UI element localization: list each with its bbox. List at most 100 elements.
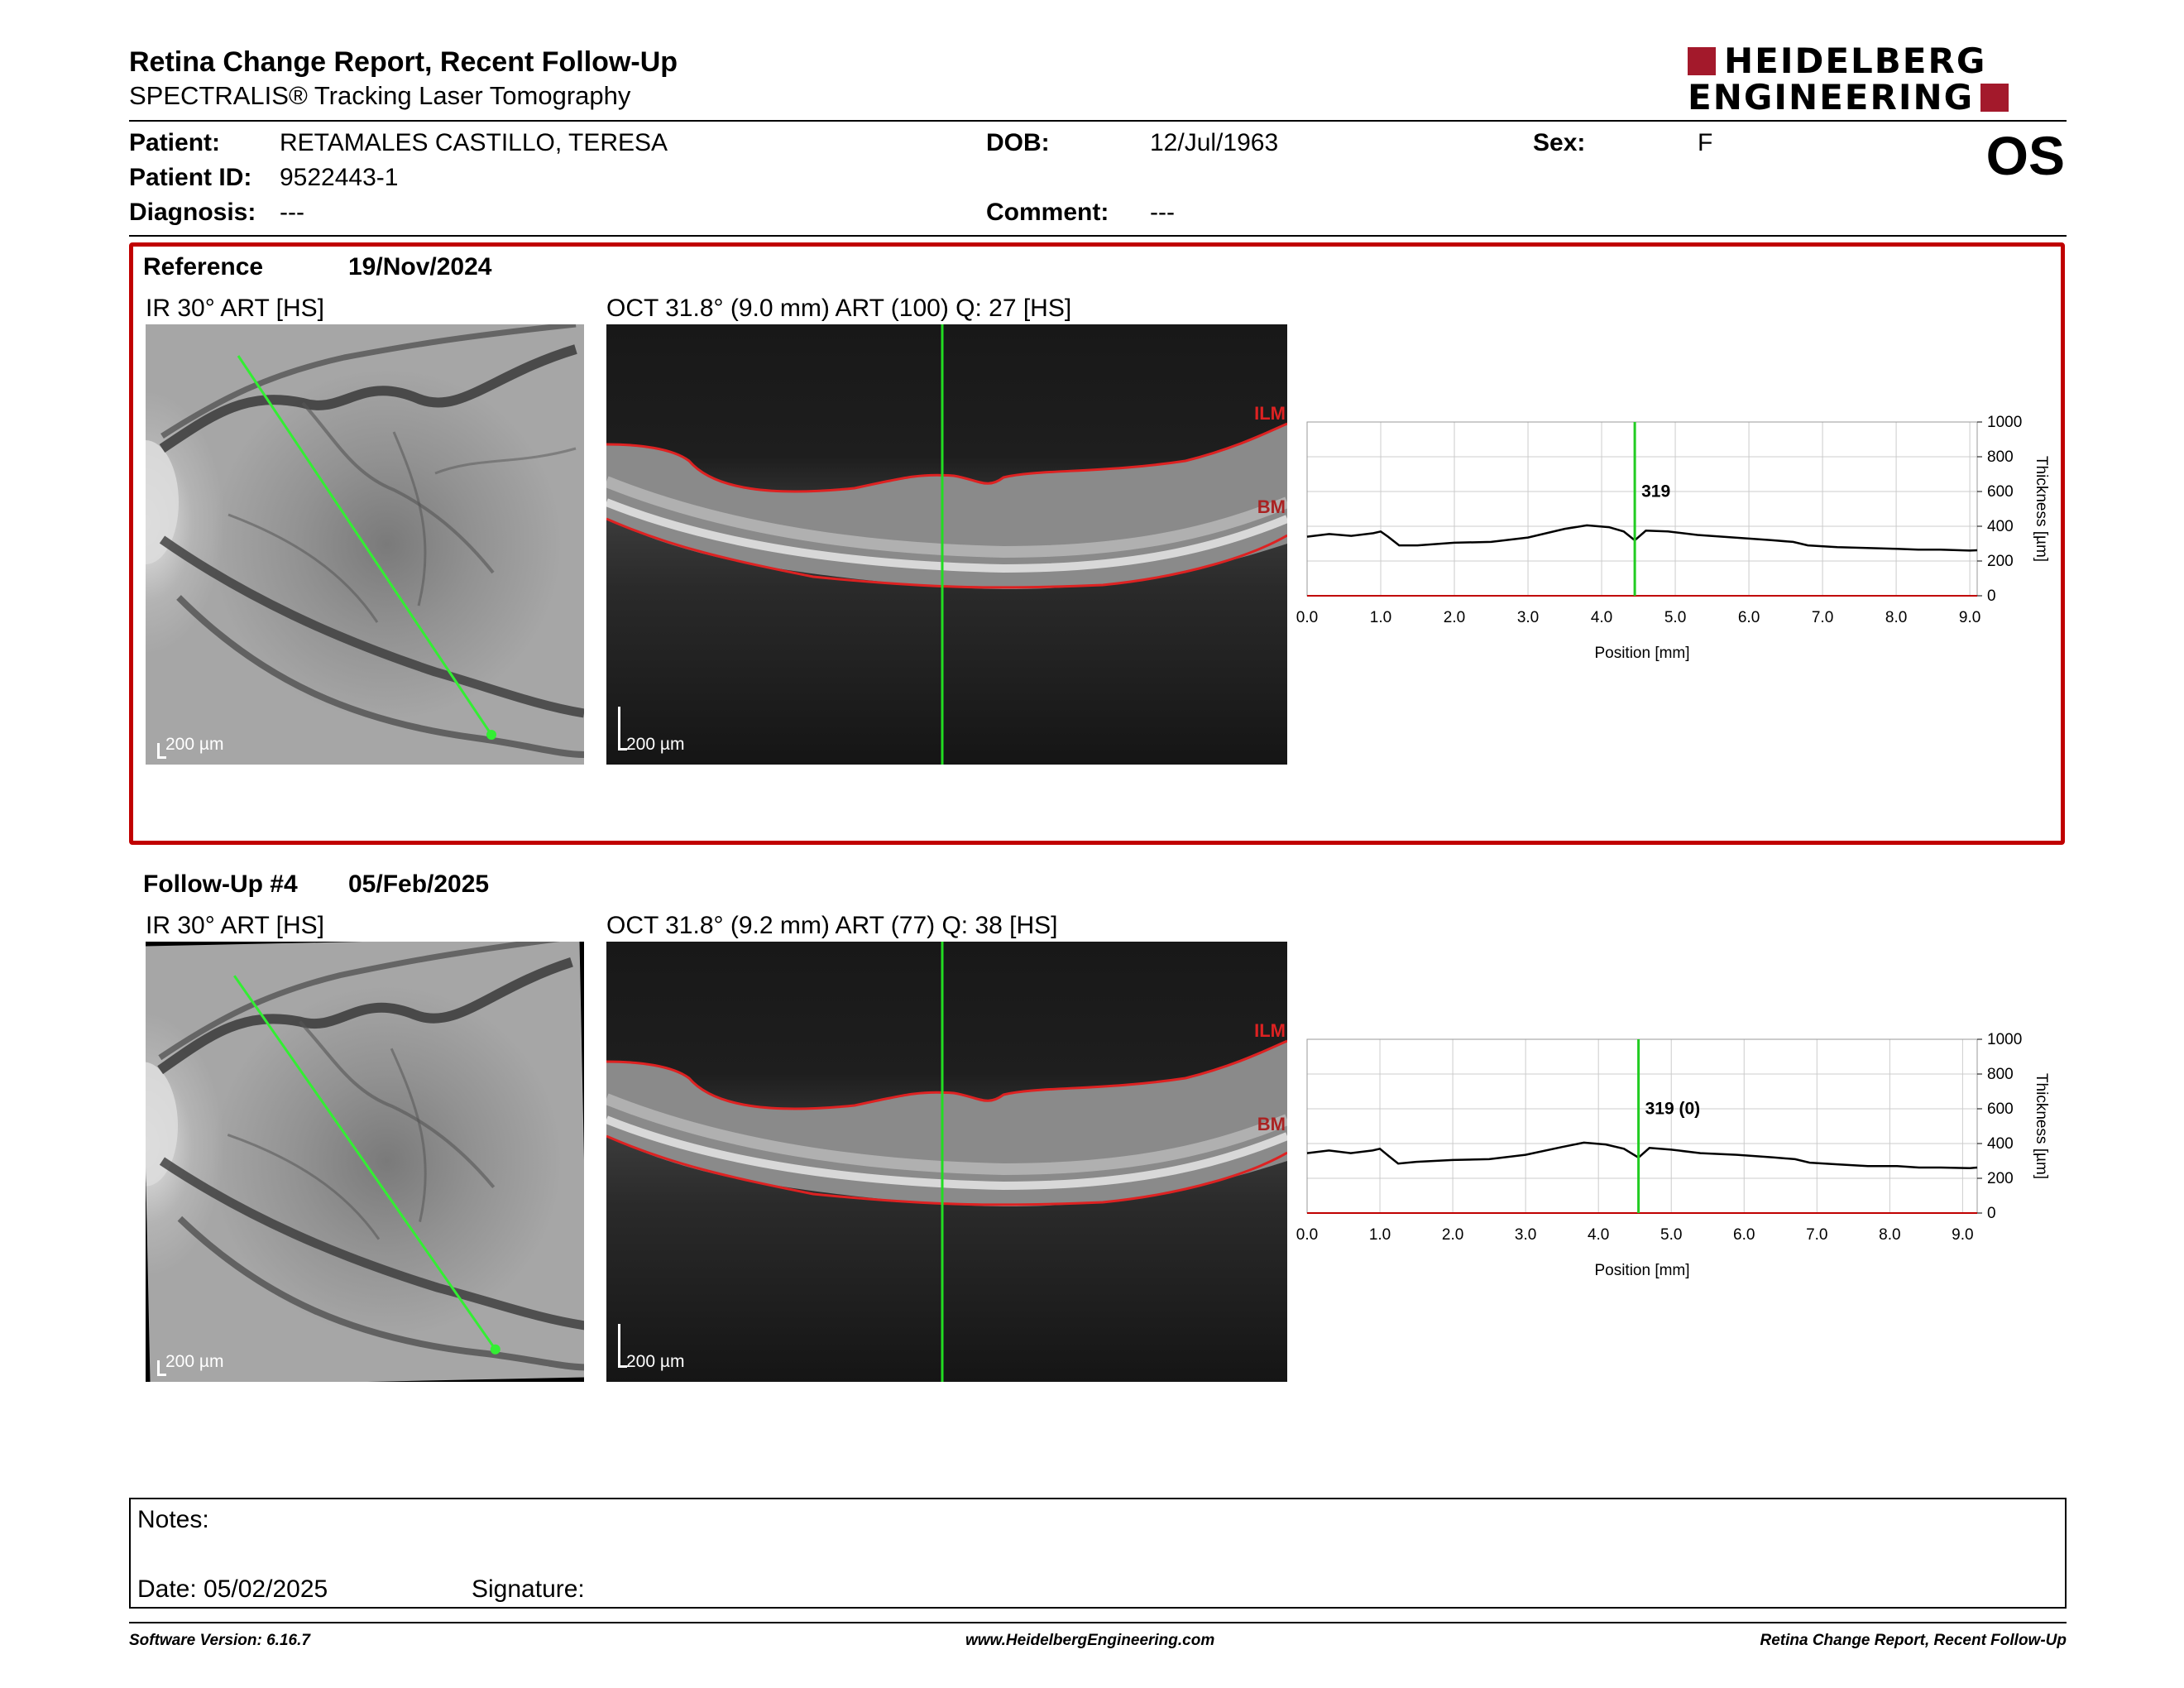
ilm-label: ILM [1254,1020,1286,1041]
scale-label: 200 µm [626,735,685,754]
notes-box: Notes: Date: 05/02/2025 Signature: [129,1498,2067,1609]
x-tick-label: 6.0 [1738,609,1760,626]
reference-date: 19/Nov/2024 [348,253,492,281]
scale-label: 200 µm [165,1352,224,1371]
patient-id: 9522443-1 [280,164,399,191]
ilm-line [606,1039,1287,1110]
fundus-vessels [146,324,584,758]
y-tick-label: 400 [1987,1135,2014,1153]
x-tick-label: 3.0 [1515,1226,1536,1244]
followup-oct-image: ILM BM 200 µm [606,942,1287,1382]
y-tick-label: 1000 [1987,1031,2022,1048]
logo-line2: ENGINEERING [1688,77,1975,117]
report-title: Retina Change Report, Recent Follow-Up [129,46,678,78]
footer-software-version: Software Version: 6.16.7 [129,1632,310,1649]
info-divider [129,235,2067,237]
x-tick-label: 8.0 [1879,1226,1900,1244]
diagnosis-label: Diagnosis: [129,199,256,226]
header-divider [129,120,2067,122]
followup-thickness-chart: 0.0 1.0 2.0 3.0 4.0 5.0 6.0 7.0 8.0 9.0 0 200 400 600… [1296,1031,2050,1279]
reference-panel [129,242,2065,845]
signature-label: Signature: [472,1575,585,1603]
followup-oct-caption: OCT 31.8° (9.2 mm) ART (77) Q: 38 [HS] [606,912,1058,939]
diagnosis-value: --- [280,199,304,226]
y-tick-label: 400 [1987,518,2014,535]
heidelberg-logo: HEIDELBERG ENGINEERING [1688,41,2068,117]
position-marker-label: 319 (0) [1645,1099,1701,1118]
y-tick-label: 800 [1987,1066,2014,1083]
y-tick-label: 600 [1987,483,2014,501]
y-tick-label: 200 [1987,553,2014,570]
comment-label: Comment: [986,199,1109,226]
followup-ir-image: 200 µm [146,942,584,1382]
x-axis-label: Position [mm] [1594,1262,1689,1279]
x-tick-label: 3.0 [1517,609,1539,626]
scan-line [233,975,497,1350]
sex-label: Sex: [1533,129,1586,156]
x-axis-label: Position [mm] [1594,645,1689,662]
followup-date: 05/Feb/2025 [348,870,490,898]
ilm-label: ILM [1254,403,1286,424]
reference-oct-caption: OCT 31.8° (9.0 mm) ART (100) Q: 27 [HS] [606,295,1072,322]
x-tick-label: 4.0 [1588,1226,1609,1244]
x-tick-label: 1.0 [1370,609,1391,626]
x-tick-label: 9.0 [1952,1226,1973,1244]
followup-label: Follow-Up #4 [143,870,298,898]
reference-thickness-chart: 0.0 1.0 2.0 3.0 4.0 5.0 6.0 7.0 8.0 9.0 0 200 400 600… [1296,414,2050,662]
scale-label: 200 µm [165,735,224,754]
followup-ir-caption: IR 30° ART [HS] [146,912,324,939]
x-tick-label: 7.0 [1806,1226,1827,1244]
x-tick-label: 9.0 [1959,609,1980,626]
scale-label: 200 µm [626,1352,685,1371]
notes-date: Date: 05/02/2025 [137,1575,328,1603]
patient-label: Patient: [129,129,221,156]
notes-label: Notes: [137,1506,209,1533]
bm-line [606,517,1287,589]
logo-line1: HEIDELBERG [1724,41,1987,81]
dob-value: 12/Jul/1963 [1150,129,1279,156]
oct-bscan [606,942,1287,1382]
footer-divider [129,1622,2067,1623]
bm-line [606,1134,1287,1206]
x-tick-label: 0.0 [1296,609,1318,626]
y-tick-label: 600 [1987,1101,2014,1118]
scan-line [237,355,493,736]
x-tick-label: 8.0 [1885,609,1907,626]
x-tick-label: 2.0 [1442,1226,1463,1244]
fundus-vessels [146,942,584,1371]
y-tick-label: 800 [1987,448,2014,466]
reference-ir-caption: IR 30° ART [HS] [146,295,324,322]
x-tick-label: 0.0 [1296,1226,1318,1244]
logo-square-icon [1980,84,2009,112]
thickness-line [1306,1141,1978,1170]
thickness-line [1306,524,1978,552]
reference-label: Reference [143,253,264,281]
plot-frame [1306,421,1978,597]
y-axis-label: Thickness [µm] [2033,1073,2050,1179]
footer-website[interactable]: www.HeidelbergEngineering.com [965,1632,1215,1649]
footer-report-name: Retina Change Report, Recent Follow-Up [1760,1632,2067,1649]
ilm-line [606,422,1287,493]
position-marker-label: 319 [1641,482,1670,501]
y-tick-label: 0 [1987,1205,1996,1222]
y-tick-label: 200 [1987,1170,2014,1187]
bm-label: BM [1257,496,1286,517]
x-tick-label: 2.0 [1444,609,1465,626]
sex-value: F [1698,129,1713,156]
patient-name: RETAMALES CASTILLO, TERESA [280,129,668,156]
x-tick-label: 4.0 [1591,609,1612,626]
y-axis-label: Thickness [µm] [2033,456,2050,562]
reference-ir-image: 200 µm [146,324,584,765]
comment-value: --- [1150,199,1175,226]
oct-bscan [606,324,1287,765]
x-tick-label: 1.0 [1369,1226,1391,1244]
logo-square-icon [1688,47,1716,75]
x-tick-label: 5.0 [1660,1226,1682,1244]
x-tick-label: 5.0 [1664,609,1686,626]
x-tick-label: 7.0 [1812,609,1833,626]
y-tick-label: 1000 [1987,414,2022,431]
plot-frame [1306,1038,1978,1214]
dob-label: DOB: [986,129,1050,156]
x-tick-label: 6.0 [1733,1226,1755,1244]
patient-id-label: Patient ID: [129,164,252,191]
